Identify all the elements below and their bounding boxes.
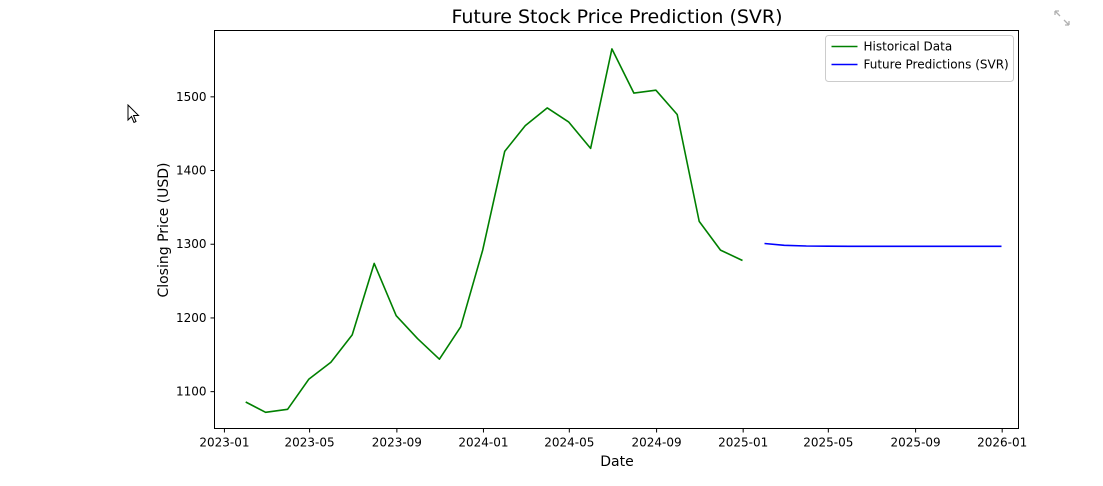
x-tick-label: 2024-09 (632, 436, 682, 450)
legend: Historical Data Future Predictions (SVR) (825, 35, 1014, 82)
legend-entry: Historical Data (864, 40, 953, 54)
y-axis-label: Closing Price (USD) (156, 162, 172, 297)
y-tick-label: 1300 (176, 237, 207, 251)
series-line-2 (764, 242, 1002, 248)
x-axis: 2023-01 2023-05 2023-09 2024-01 2024-05 2024-… (199, 428, 1027, 450)
x-tick-label: 2024-01 (458, 436, 508, 450)
legend-box (825, 35, 1014, 82)
x-tick-label: 2025-05 (803, 436, 853, 450)
x-tick-label: 2026-01 (977, 436, 1027, 450)
legend-entry: Future Predictions (SVR) (864, 58, 1009, 72)
x-tick-label: 2023-01 (199, 436, 249, 450)
y-tick-label: 1100 (176, 385, 207, 399)
x-tick-label: 2025-01 (718, 436, 768, 450)
axes-frame (214, 30, 1019, 429)
y-tick-label: 1500 (176, 90, 207, 104)
y-tick-label: 1400 (176, 164, 207, 178)
mouse-pointer-icon (127, 103, 141, 124)
y-axis: 1100 1200 1300 1400 1500 (176, 90, 215, 399)
x-tick-label: 2023-05 (285, 436, 335, 450)
series-line-1 (245, 48, 743, 414)
x-tick-label: 2023-09 (372, 436, 422, 450)
x-tick-label: 2024-05 (544, 436, 594, 450)
chart-title: Future Stock Price Prediction (SVR) (451, 6, 782, 28)
x-tick-label: 2025-09 (891, 436, 941, 450)
plot-area (245, 48, 1002, 414)
x-axis-label: Date (600, 454, 633, 470)
y-tick-label: 1200 (176, 311, 207, 325)
expand-icon[interactable] (1052, 8, 1072, 28)
